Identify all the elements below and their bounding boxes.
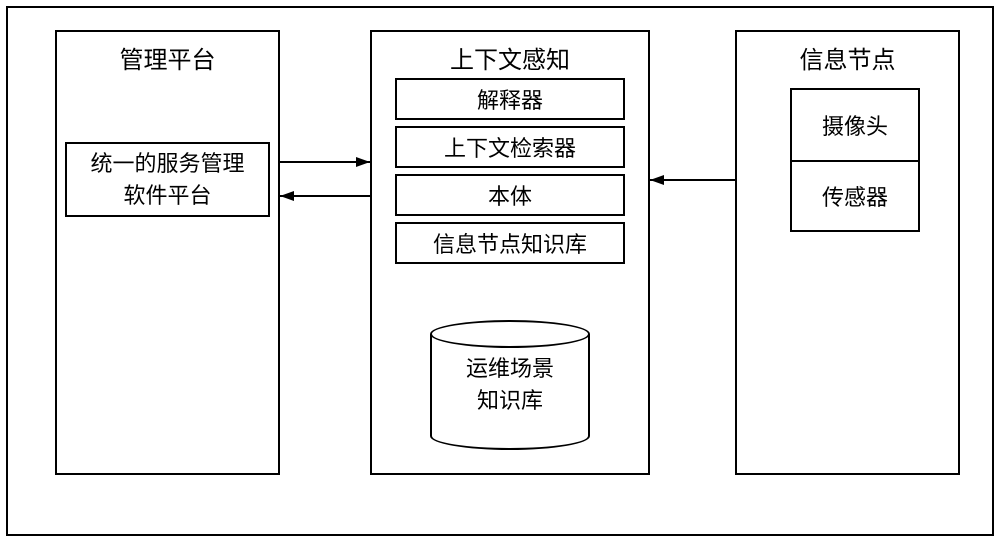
info-table-row: 传感器 [792, 160, 918, 230]
info-node-table: 摄像头传感器 [790, 88, 920, 232]
column-management: 管理平台 [55, 30, 280, 475]
knowledge-db-line1: 运维场景 [466, 356, 554, 381]
knowledge-db-top [430, 320, 590, 348]
knowledge-db-cylinder: 运维场景 知识库 [430, 320, 590, 450]
info-table-row: 摄像头 [792, 90, 918, 160]
context-stack-item: 上下文检索器 [395, 126, 625, 168]
mgmt-box-line2: 软件平台 [123, 183, 211, 208]
context-stack-item: 本体 [395, 174, 625, 216]
column-title-info: 信息节点 [737, 32, 958, 75]
context-stack-item: 信息节点知识库 [395, 222, 625, 264]
unified-service-mgmt-box: 统一的服务管理 软件平台 [65, 142, 270, 217]
column-title-management: 管理平台 [57, 32, 278, 75]
knowledge-db-line2: 知识库 [477, 388, 543, 413]
knowledge-db-body: 运维场景 知识库 [430, 334, 590, 436]
mgmt-box-line1: 统一的服务管理 [90, 151, 244, 176]
column-title-context: 上下文感知 [372, 32, 648, 75]
context-stack-item: 解释器 [395, 78, 625, 120]
